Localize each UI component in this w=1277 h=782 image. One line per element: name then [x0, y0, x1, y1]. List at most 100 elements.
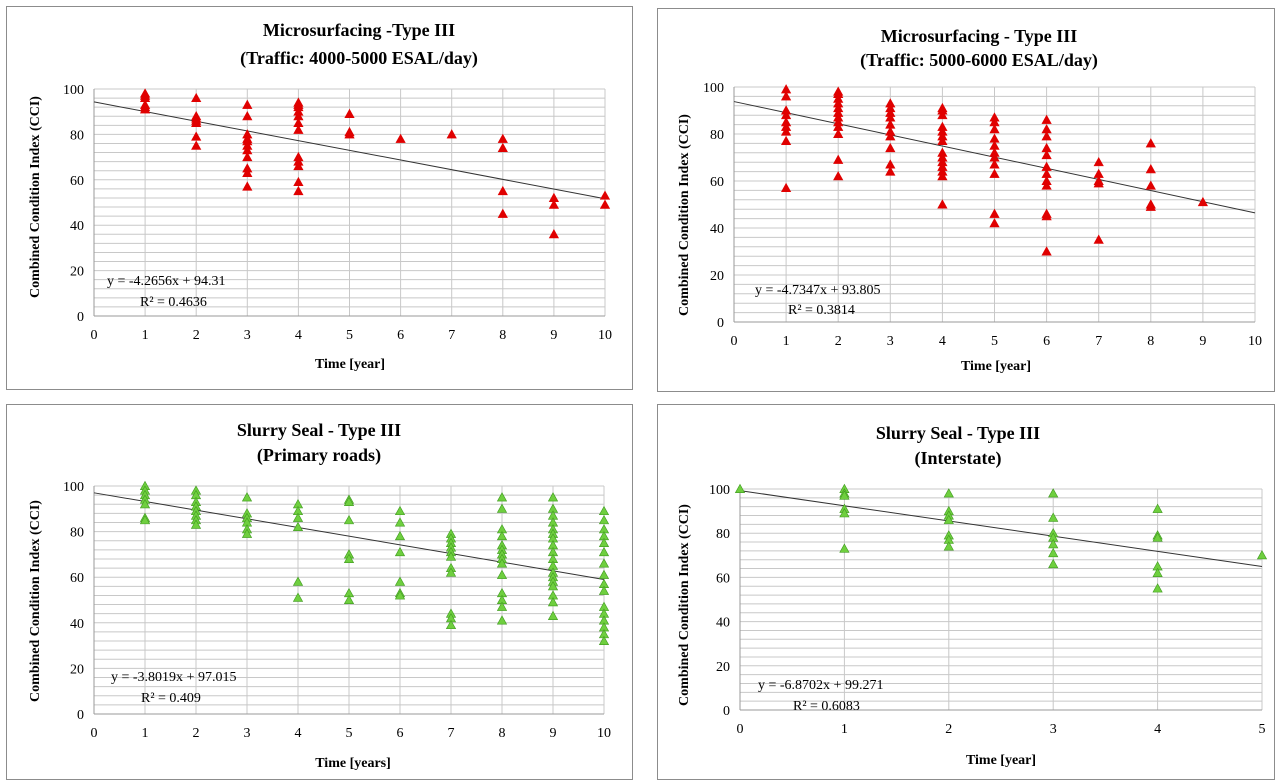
x-tick-label: 1	[783, 334, 790, 349]
y-axis-label: Combined Condition Index (CCI)	[677, 114, 692, 316]
x-axis-label: Time [year]	[315, 357, 385, 372]
data-point	[394, 590, 406, 600]
data-point	[885, 142, 896, 153]
data-point	[343, 496, 355, 506]
data-point	[943, 514, 954, 524]
data-point	[1145, 201, 1156, 211]
data-point	[839, 508, 850, 518]
data-point	[139, 499, 151, 509]
y-tick-label: 20	[70, 662, 84, 677]
x-tick-label: 6	[397, 328, 404, 343]
x-tick-label: 2	[193, 328, 200, 343]
x-tick-label: 0	[91, 726, 98, 741]
data-point	[394, 576, 406, 586]
chart-panel-slurry-primary-roads: Slurry Seal - Type III (Primary roads) 0…	[6, 404, 633, 780]
x-tick-label: 10	[598, 328, 612, 343]
data-point	[1197, 196, 1209, 207]
data-points	[139, 88, 611, 239]
chart-svg: Slurry Seal - Type III (Primary roads) 0…	[28, 420, 611, 771]
x-tick-label: 10	[597, 726, 611, 741]
data-point	[1048, 558, 1059, 569]
data-point	[989, 168, 1000, 178]
y-tick-label: 60	[716, 571, 730, 586]
x-tick-labels: 0 1 2 3 4 5 6 7 8 9 10	[731, 334, 1263, 349]
x-tick-label: 10	[1248, 334, 1262, 349]
data-point	[191, 131, 202, 141]
x-tick-label: 0	[91, 328, 98, 343]
x-tick-label: 4	[1154, 722, 1161, 737]
chart-title: Slurry Seal - Type III	[876, 423, 1040, 443]
x-tick-label: 3	[244, 726, 251, 741]
y-tick-label: 40	[716, 616, 730, 631]
data-point	[1041, 114, 1052, 124]
data-point	[344, 129, 355, 139]
x-tick-labels: 0 1 2 3 4 5	[737, 722, 1266, 737]
data-point	[989, 208, 1000, 218]
x-tick-label: 3	[244, 328, 251, 343]
x-tick-label: 8	[499, 726, 506, 741]
data-point	[885, 131, 896, 141]
x-tick-label: 1	[841, 722, 848, 737]
y-tick-label: 40	[710, 222, 724, 237]
data-point	[1256, 550, 1268, 560]
y-axis-label: Combined Condition Index (CCI)	[28, 500, 43, 702]
data-point	[496, 492, 508, 502]
x-tick-label: 2	[835, 334, 842, 349]
data-point	[989, 124, 1000, 134]
data-point	[394, 505, 406, 516]
y-tick-label: 40	[70, 617, 84, 632]
y-tick-label: 100	[703, 81, 724, 96]
data-point	[1152, 583, 1163, 593]
data-point	[241, 528, 253, 538]
chart-subtitle: (Primary roads)	[257, 445, 381, 466]
data-point	[598, 558, 610, 568]
data-point	[344, 108, 355, 118]
data-point	[497, 133, 508, 143]
data-point	[598, 569, 610, 579]
data-point	[839, 543, 850, 553]
x-tick-label: 7	[1095, 334, 1102, 349]
x-tick-label: 9	[550, 328, 557, 343]
data-point	[937, 135, 948, 146]
y-tick-label: 80	[716, 527, 730, 542]
y-tick-labels: 0 20 40 60 80 100	[63, 83, 84, 325]
y-tick-label: 0	[723, 704, 730, 719]
data-point	[1048, 488, 1059, 498]
y-axis-label: Combined Condition Index (CCI)	[677, 504, 692, 706]
data-point	[734, 483, 746, 493]
data-point	[1041, 131, 1052, 141]
x-tick-label: 9	[1199, 334, 1206, 349]
data-point	[191, 140, 202, 150]
data-point	[989, 218, 1000, 228]
data-point	[497, 208, 508, 218]
data-points	[139, 480, 610, 646]
chart-panel-microsurfacing-5000-6000: Microsurfacing - Type III (Traffic: 5000…	[657, 8, 1275, 392]
y-tick-labels: 0 20 40 60 80 100	[709, 483, 730, 719]
data-point	[139, 104, 151, 114]
y-tick-label: 100	[63, 83, 84, 98]
chart-svg: Microsurfacing - Type III (Traffic: 5000…	[677, 26, 1263, 374]
data-point	[833, 128, 844, 138]
data-point	[937, 199, 948, 209]
data-point	[394, 546, 406, 557]
data-point	[1093, 178, 1104, 188]
y-tick-label: 80	[70, 128, 84, 143]
data-point	[241, 492, 253, 502]
data-point	[446, 129, 457, 139]
data-point	[242, 181, 253, 191]
y-tick-label: 20	[710, 269, 724, 284]
data-point	[1041, 211, 1052, 221]
y-tick-label: 60	[70, 174, 84, 189]
chart-svg: Microsurfacing -Type III (Traffic: 4000-…	[28, 20, 613, 372]
data-point	[598, 546, 610, 557]
y-tick-label: 100	[63, 480, 84, 495]
data-point	[937, 109, 948, 120]
x-tick-label: 5	[1259, 722, 1266, 737]
data-point	[943, 541, 954, 551]
data-point	[1041, 149, 1052, 160]
data-point	[445, 567, 457, 577]
x-tick-labels: 0 1 2 3 4 5 6 7 8 9 10	[91, 328, 613, 343]
x-tick-label: 8	[499, 328, 506, 343]
x-tick-label: 6	[397, 726, 404, 741]
chart-svg: Slurry Seal - Type III (Interstate) 0204…	[677, 423, 1268, 768]
